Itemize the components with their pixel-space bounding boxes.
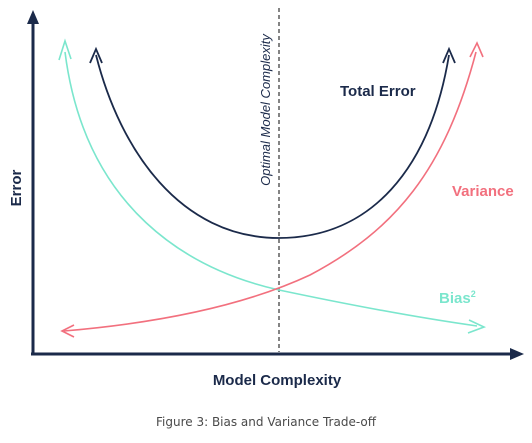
total-error-label: Total Error (340, 83, 416, 100)
y-axis-arrowhead (27, 10, 39, 24)
x-axis-arrowhead (510, 348, 524, 360)
bias-line (64, 51, 478, 327)
bias-curve (58, 38, 487, 334)
axes (27, 10, 524, 360)
variance-curve (60, 41, 484, 338)
bias-arrowhead-left (58, 38, 72, 61)
variance-line (63, 51, 477, 332)
y-axis-label: Error (8, 170, 25, 207)
total-error-arrowhead-left (89, 46, 103, 64)
total-error-curve (89, 46, 456, 239)
bias-label: Bias2 (439, 289, 476, 307)
total-error-arrowhead-right (442, 46, 456, 64)
variance-arrowhead-right (469, 41, 484, 58)
bias-arrowhead-right (467, 319, 487, 334)
optimal-complexity-label: Optimal Model Complexity (258, 33, 273, 186)
bias-variance-diagram: Total Error Variance Bias2 Error Model C… (8, 8, 524, 389)
bias-label-text: Bias (439, 290, 471, 307)
variance-label: Variance (452, 183, 514, 200)
figure-caption: Figure 3: Bias and Variance Trade-off (156, 415, 376, 429)
x-axis-label: Model Complexity (213, 372, 342, 389)
variance-arrowhead-left (60, 324, 75, 338)
bias-label-superscript: 2 (471, 289, 476, 299)
total-error-line (95, 54, 450, 239)
